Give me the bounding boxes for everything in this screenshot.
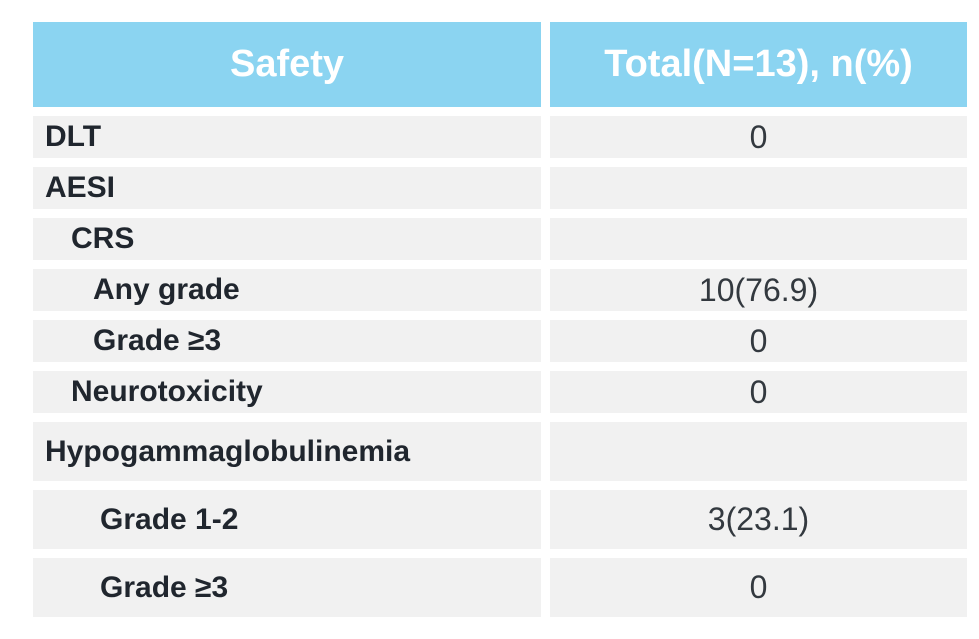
table-row-hypogammaglobulinemia: Hypogammaglobulinemia (33, 422, 967, 481)
table-row-hypo-grade-1-2: Grade 1-2 3(23.1) (33, 490, 967, 549)
row-value-cell: 0 (550, 320, 967, 362)
row-value-cell: 0 (550, 116, 967, 158)
header-row: Safety Total(N=13), n(%) (33, 22, 967, 107)
row-label-cell: Hypogammaglobulinemia (33, 422, 541, 481)
table-row-hypo-grade-ge3: Grade ≥3 0 (33, 558, 967, 617)
row-label-cell: CRS (33, 218, 541, 260)
row-value-cell (550, 167, 967, 209)
row-label-cell: Grade 1-2 (33, 490, 541, 549)
row-label-cell: Grade ≥3 (33, 320, 541, 362)
row-value-cell: 10(76.9) (550, 269, 967, 311)
row-value-cell (550, 218, 967, 260)
column-header-total: Total(N=13), n(%) (550, 22, 967, 107)
table-row-crs-grade-ge3: Grade ≥3 0 (33, 320, 967, 362)
row-label-cell: Grade ≥3 (33, 558, 541, 617)
table-row-dlt: DLT 0 (33, 116, 967, 158)
column-header-safety: Safety (33, 22, 541, 107)
table-row-crs: CRS (33, 218, 967, 260)
row-label-cell: Any grade (33, 269, 541, 311)
safety-table: Safety Total(N=13), n(%) DLT 0 AESI CRS … (24, 13, 976, 626)
row-value-cell (550, 422, 967, 481)
row-label-cell: DLT (33, 116, 541, 158)
table-row-crs-any-grade: Any grade 10(76.9) (33, 269, 967, 311)
table-header: Safety Total(N=13), n(%) (33, 22, 967, 107)
table-row-neurotoxicity: Neurotoxicity 0 (33, 371, 967, 413)
row-value-cell: 0 (550, 371, 967, 413)
table-row-aesi: AESI (33, 167, 967, 209)
row-label-cell: Neurotoxicity (33, 371, 541, 413)
row-value-cell: 0 (550, 558, 967, 617)
table-body: DLT 0 AESI CRS Any grade 10(76.9) Grade … (33, 116, 967, 617)
row-value-cell: 3(23.1) (550, 490, 967, 549)
row-label-cell: AESI (33, 167, 541, 209)
